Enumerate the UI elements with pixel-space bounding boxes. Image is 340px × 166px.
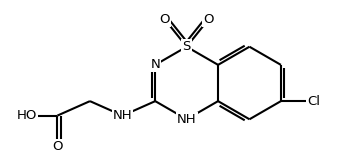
Text: Cl: Cl (307, 95, 320, 108)
Text: O: O (52, 140, 63, 153)
Text: HO: HO (16, 109, 37, 122)
Text: O: O (160, 13, 170, 26)
Text: S: S (183, 40, 191, 53)
Text: NH: NH (113, 109, 132, 122)
Text: NH: NH (177, 113, 197, 126)
Text: N: N (150, 58, 160, 71)
Text: O: O (203, 13, 214, 26)
